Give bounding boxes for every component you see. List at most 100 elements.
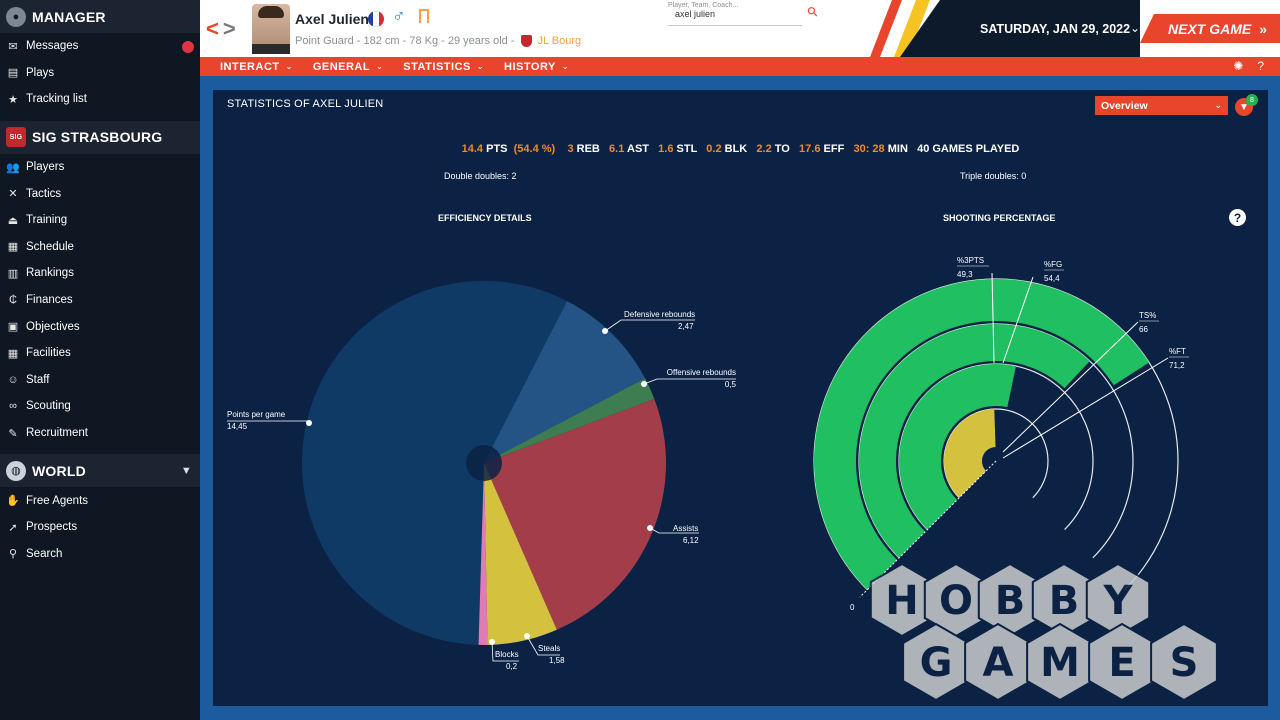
- calendar-icon: ▦: [7, 241, 19, 254]
- clipboard-icon: ▤: [7, 67, 19, 80]
- pie-label-defensive-rebounds: Defensive rebounds: [624, 310, 695, 319]
- menu-interact[interactable]: INTERACT ⌄: [220, 60, 293, 73]
- radial-label-fg: %FG: [1044, 260, 1062, 269]
- stat-item: 14.4 PTS: [462, 143, 508, 155]
- pie-label-dot: [489, 639, 495, 645]
- view-select[interactable]: Overview ⌄: [1095, 96, 1228, 115]
- france-flag-icon: [368, 11, 384, 27]
- watermark-hex: O: [923, 562, 989, 638]
- search-input[interactable]: Player, Team, Coach... axel julien: [668, 2, 802, 26]
- radial-leader-line: [1002, 276, 1034, 364]
- sidebar-item-facilities[interactable]: ▦ Facilities: [0, 340, 200, 367]
- next-game-button[interactable]: NEXT GAME »: [1140, 14, 1280, 43]
- search-icon[interactable]: ⚲: [803, 2, 822, 21]
- stat-item: (54.4 %): [514, 143, 559, 155]
- sidebar-item-recruitment[interactable]: ✎ Recruitment: [0, 420, 200, 447]
- next-game-label: NEXT GAME: [1168, 20, 1252, 37]
- watermark-hex: M: [1026, 622, 1094, 702]
- sidebar-item-scouting[interactable]: ∞ Scouting: [0, 393, 200, 420]
- bookmark-icon[interactable]: [419, 9, 429, 23]
- stat-label: 40 GAMES PLAYED: [917, 143, 1020, 155]
- section-club[interactable]: SIG SIG STRASBOURG: [0, 120, 200, 154]
- free-agent-icon: ✋: [6, 495, 20, 508]
- section-title: SIG STRASBOURG: [32, 129, 163, 146]
- watermark-hex: G: [902, 622, 970, 702]
- svg-text:S: S: [1170, 640, 1199, 686]
- sidebar-item-prospects[interactable]: ➚ Prospects: [0, 514, 200, 541]
- history-nav: < >: [206, 16, 236, 42]
- menu-history[interactable]: HISTORY ⌄: [504, 60, 570, 73]
- menu-bar: INTERACT ⌄ GENERAL ⌄ STATISTICS ⌄ HISTORY ⌄ …: [200, 57, 1280, 76]
- forward-arrow-icon[interactable]: >: [222, 16, 236, 41]
- pie-label-assists: Assists: [673, 524, 698, 533]
- pie-value: 0,2: [506, 662, 518, 671]
- sidebar-item-label: Tracking list: [26, 93, 87, 106]
- pie-center-hole: [466, 445, 502, 481]
- pie-label-steals: Steals: [538, 644, 560, 653]
- sidebar-item-staff[interactable]: ☺ Staff: [0, 367, 200, 394]
- player-subinfo: Point Guard - 182 cm - 78 Kg - 29 years …: [295, 35, 581, 47]
- radial-leader-line: [991, 272, 995, 364]
- building-icon: ▦: [7, 347, 19, 360]
- stat-item: 17.6 EFF: [799, 143, 844, 155]
- stat-label: STL: [676, 143, 698, 155]
- sidebar-item-label: Free Agents: [26, 494, 89, 507]
- help-icon[interactable]: ?: [1229, 209, 1246, 226]
- sidebar-item-rankings[interactable]: ▥ Rankings: [0, 260, 200, 287]
- sidebar-item-free-agents[interactable]: ✋ Free Agents: [0, 487, 200, 514]
- sidebar-item-label: Training: [26, 214, 68, 227]
- pie-leader-line: [643, 378, 736, 385]
- menu-statistics[interactable]: STATISTICS ⌄: [403, 60, 485, 73]
- sidebar-item-label: Prospects: [26, 521, 78, 534]
- sidebar-item-tactics[interactable]: ✕ Tactics: [0, 180, 200, 207]
- watermark-hex: B: [977, 562, 1043, 638]
- briefcase-icon: ▣: [7, 321, 19, 334]
- sidebar-item-training[interactable]: ⏏ Training: [0, 207, 200, 234]
- sidebar-item-messages[interactable]: ✉ Messages: [0, 33, 200, 60]
- pie-leader-line: [526, 635, 560, 656]
- section-manager[interactable]: ● MANAGER: [0, 0, 200, 33]
- stat-label: AST: [627, 143, 649, 155]
- section-world[interactable]: ◍ WORLD ▼: [0, 454, 200, 488]
- sidebar-item-schedule[interactable]: ▦ Schedule: [0, 234, 200, 261]
- sidebar-item-players[interactable]: 👥 Players: [0, 154, 200, 181]
- help-icon[interactable]: ?: [1257, 59, 1264, 73]
- whistle-icon: ⏏: [7, 214, 19, 227]
- filter-count-badge: 8: [1246, 94, 1258, 106]
- pie-slice-blocks: [478, 463, 488, 645]
- radial-zero-label: 0: [850, 603, 855, 612]
- sidebar-item-label: Players: [26, 161, 65, 174]
- svg-text:A: A: [983, 640, 1014, 686]
- chevron-down-icon[interactable]: ⌄: [1130, 21, 1141, 35]
- menu-general[interactable]: GENERAL ⌄: [312, 60, 384, 73]
- triple-doubles: Triple doubles: 0: [960, 171, 1027, 181]
- efficiency-title: EFFICIENCY DETAILS: [438, 213, 532, 223]
- current-date[interactable]: SATURDAY, JAN 29, 2022: [980, 22, 1131, 36]
- back-arrow-icon[interactable]: <: [206, 16, 219, 41]
- pie-value: 2,47: [678, 322, 694, 331]
- staff-icon: ☺: [7, 373, 19, 386]
- search-icon: ⚲: [8, 548, 18, 561]
- settings-gear-icon[interactable]: ✺: [1233, 59, 1244, 73]
- stat-label: BLK: [724, 143, 748, 155]
- chevron-down-icon[interactable]: ▼: [180, 464, 192, 477]
- club-link[interactable]: JL Bourg: [537, 35, 582, 47]
- sidebar-item-plays[interactable]: ▤ Plays: [0, 60, 200, 87]
- sidebar-item-label: Search: [26, 547, 63, 560]
- stat-item: 6.1 AST: [609, 143, 649, 155]
- svg-text:E: E: [1108, 640, 1135, 686]
- radial-label-3pts: %3PTS: [957, 256, 984, 265]
- watermark-hex: B: [1031, 562, 1097, 638]
- sidebar-item-label: Finances: [26, 294, 73, 307]
- sidebar-item-finances[interactable]: ₵ Finances: [0, 287, 200, 314]
- sidebar-item-objectives[interactable]: ▣ Objectives: [0, 313, 200, 340]
- radial-bar-fg: [898, 364, 1016, 530]
- stat-item: 1.6 STL: [658, 143, 697, 155]
- pie-label-dot: [647, 525, 653, 531]
- sidebar-item-label: Scouting: [26, 400, 71, 413]
- sidebar-item-tracking-list[interactable]: ★ Tracking list: [0, 86, 200, 113]
- pie-label-blocks: Blocks: [495, 650, 519, 659]
- chevron-down-icon: ⌄: [561, 62, 570, 71]
- sidebar-item-search[interactable]: ⚲ Search: [0, 541, 200, 568]
- radial-value: 54,4: [1044, 274, 1060, 283]
